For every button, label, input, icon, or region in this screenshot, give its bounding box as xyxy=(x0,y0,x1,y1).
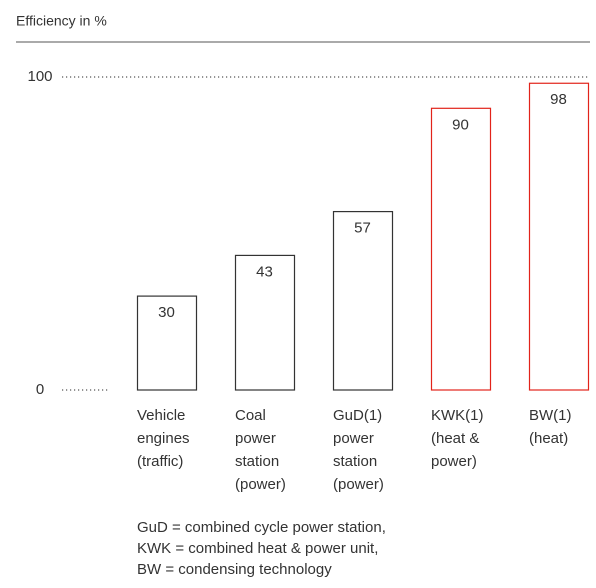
bar xyxy=(332,210,394,391)
value-label: 90 xyxy=(452,116,469,133)
chart-title: Efficiency in % xyxy=(16,13,107,29)
value-label: 30 xyxy=(158,304,175,321)
footnote: BW = condensing technology xyxy=(137,561,332,578)
bar xyxy=(528,82,590,391)
bar xyxy=(430,107,492,391)
x-tick-label: GuD(1) power station (power) xyxy=(333,407,384,493)
y-tick-label: 100 xyxy=(27,68,52,85)
x-tick-label: KWK(1) (heat & power) xyxy=(431,407,484,470)
value-label: 57 xyxy=(354,220,371,237)
bar xyxy=(136,295,198,391)
value-label: 43 xyxy=(256,263,273,280)
x-tick-label: Coal power station (power) xyxy=(235,407,286,493)
footnote: GuD = combined cycle power station, xyxy=(137,519,386,536)
x-tick-label: Vehicle engines (traffic) xyxy=(137,407,190,470)
bar xyxy=(234,254,296,391)
value-label: 98 xyxy=(550,91,567,108)
footnote: KWK = combined heat & power unit, xyxy=(137,540,379,557)
y-tick-label: 0 xyxy=(36,381,44,398)
x-tick-label: BW(1) (heat) xyxy=(529,407,572,447)
